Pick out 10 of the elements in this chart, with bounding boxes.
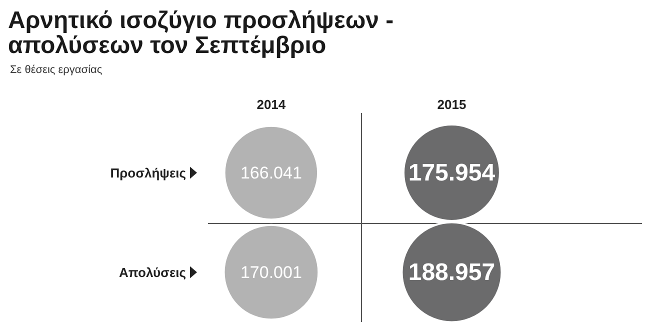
data-label: 166.041 xyxy=(240,163,302,182)
category-label: 2014 xyxy=(256,97,286,112)
text: Αρνητικό ισοζύγιο προσλήψεων - απολύσεων τον Σεπτέμβριο xyxy=(8,7,395,59)
data-label: 175.954 xyxy=(408,159,496,186)
text: Απολύσεις xyxy=(119,264,186,280)
data-label: 188.957 xyxy=(408,258,496,286)
category-label: 2015 xyxy=(437,97,466,112)
data-label: 170.001 xyxy=(240,262,302,282)
text: Προσλήψεις xyxy=(110,165,186,180)
text: Σε θέσεις εργασίας xyxy=(10,64,102,76)
